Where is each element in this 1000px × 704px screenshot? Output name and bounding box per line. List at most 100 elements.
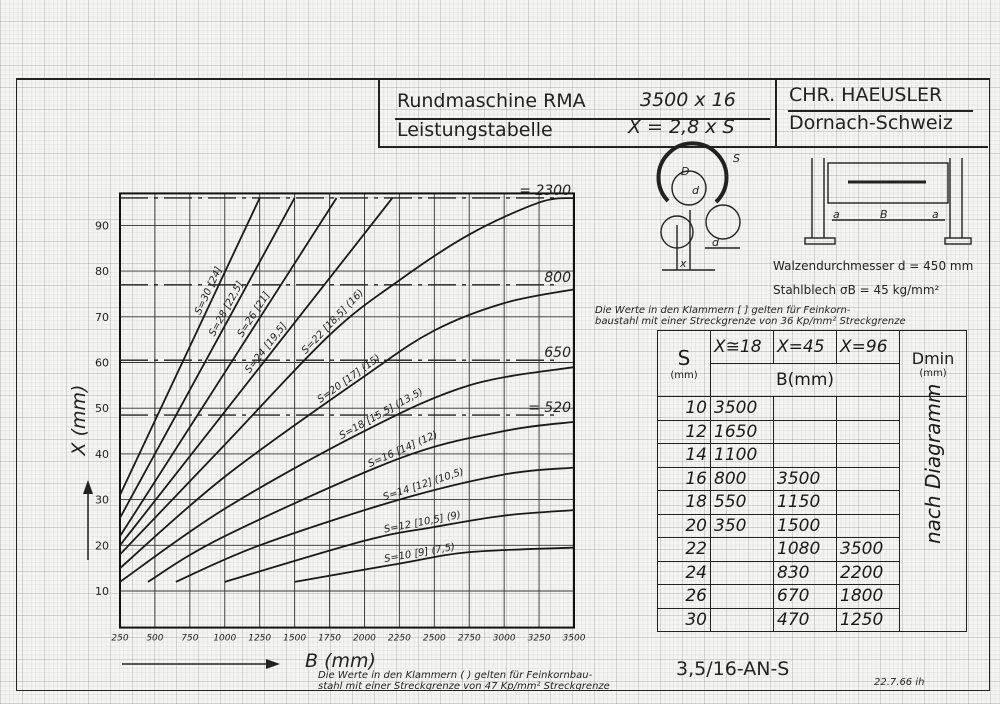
reference-line-label: = 520 (528, 400, 571, 416)
reference-line-label: 650 (544, 345, 571, 361)
cell-x96 (836, 466, 900, 491)
note-round-brackets: Die Werte in den Klammern ( ) gelten für… (318, 670, 610, 692)
sheet-frame (16, 78, 990, 691)
header-s-unit: (mm) (670, 370, 698, 381)
header-s-label: S (677, 346, 691, 370)
series-line (119, 197, 261, 496)
cell-x45 (773, 443, 837, 468)
series-label: S=16 [14] (12) (367, 429, 440, 469)
machine-model: 3500 x 16 (640, 89, 736, 111)
steel-strength: Stahlblech σB = 45 kg/mm² (773, 283, 940, 297)
x-tick-label: 1000 (213, 634, 236, 644)
series-label: S=18 [15,5] (13,5) (338, 387, 425, 442)
table-row: 22 1080 3500 (657, 537, 967, 562)
cell-x45 (773, 396, 837, 421)
chart-frame (119, 192, 575, 629)
x-tick-label: 1250 (248, 634, 271, 644)
table-subtitle: Leistungstabelle (397, 119, 553, 141)
header-x18: X≅18 (710, 330, 774, 364)
cell-s: 12 (657, 419, 711, 444)
note-line: stahl mit einer Streckgrenze von 47 Kp/m… (318, 681, 610, 692)
reference-line-label: 800 (544, 270, 571, 286)
table-row: 18 550 1150 (657, 490, 967, 515)
x-tick-label: 1500 (283, 634, 306, 644)
cell-x96 (836, 396, 900, 421)
header-s: S (mm) (657, 330, 711, 397)
cell-x96 (836, 419, 900, 444)
header-underline (788, 110, 973, 112)
note-square-brackets: Die Werte in den Klammern [ ] gelten für… (595, 305, 906, 327)
table-row: 10 3500 nach Diagramm (657, 384, 967, 632)
reference-line-label: = 2300 (519, 183, 571, 199)
header-divider (775, 78, 777, 146)
x-tick-label: 2250 (388, 634, 411, 644)
label-a-right: a (932, 208, 939, 221)
cell-x96: 1250 (836, 607, 900, 632)
cell-x45: 3500 (773, 466, 837, 491)
document-code: 3,5/16-AN-S (676, 658, 790, 680)
note-line: baustahl mit einer Streckgrenze von 36 K… (595, 316, 906, 327)
x-tick-label: 2750 (458, 634, 481, 644)
label-a-left: a (833, 208, 840, 221)
label-D: D (681, 165, 689, 178)
top-roll (671, 170, 707, 206)
header-b: B(mm) (710, 363, 900, 397)
x-tick-label: 1750 (318, 634, 341, 644)
cell-x45: 1150 (773, 490, 837, 515)
cell-x18: 550 (710, 490, 774, 515)
x-tick-label: 500 (146, 634, 163, 644)
y-tick-label: 60 (95, 357, 109, 370)
x-tick-label: 3500 (563, 634, 586, 644)
x-tick-label: 3000 (493, 634, 516, 644)
cell-x96 (836, 443, 900, 468)
note-line: Die Werte in den Klammern ( ) gelten für… (318, 670, 593, 681)
x-tick-label: 750 (181, 634, 198, 644)
series-line (119, 288, 575, 569)
label-d-roll: d (712, 236, 720, 249)
performance-table: S (mm) X≅18 X=45 X=96 Dmin (mm) B(mm) 10… (657, 330, 967, 632)
series-line (119, 366, 575, 583)
x-axis-arrowhead (266, 659, 280, 669)
y-tick-label: 90 (95, 219, 109, 232)
cell-x18: 1100 (710, 443, 774, 468)
document-date: 22.7.66 ih (874, 677, 925, 688)
cell-x45: 670 (773, 584, 837, 609)
machine-name: Rundmaschine RMA (397, 90, 586, 112)
right-roll (705, 204, 741, 240)
header-divider (378, 146, 988, 148)
series-label: S=22 [18,5] (16) (300, 288, 366, 357)
cell-x45: 1500 (773, 513, 837, 538)
series-label: S=12 [10,5] (9) (383, 510, 462, 536)
cell-s: 14 (657, 443, 711, 468)
y-tick-label: 20 (95, 539, 109, 552)
cell-s: 18 (657, 490, 711, 515)
series-line (175, 466, 575, 583)
table-row: 20 350 1500 (657, 513, 967, 538)
cell-x18 (710, 584, 774, 609)
series-line (119, 197, 575, 556)
roll-diameter: Walzendurchmesser d = 450 mm (773, 259, 974, 273)
series-line (119, 197, 296, 519)
cell-s: 30 (657, 607, 711, 632)
dmin-note: nach Diagramm (899, 384, 967, 632)
cell-s: 10 (657, 396, 711, 421)
x-axis-label: B (mm) (305, 650, 376, 672)
company-name: CHR. HAEUSLER (789, 84, 943, 106)
cell-x18: 800 (710, 466, 774, 491)
y-tick-label: 10 (95, 585, 109, 598)
y-tick-label: 30 (95, 494, 109, 507)
cell-x18 (710, 537, 774, 562)
x-tick-label: 2000 (353, 634, 376, 644)
header-divider (378, 78, 380, 146)
table-row: 14 1100 (657, 443, 967, 468)
label-x: x (679, 257, 687, 270)
cell-x45: 830 (773, 560, 837, 585)
cell-x18: 1650 (710, 419, 774, 444)
table-row: 12 1650 (657, 419, 967, 444)
series-line (119, 197, 394, 546)
label-B: B (880, 208, 888, 221)
cell-x45: 470 (773, 607, 837, 632)
table-row: 30 470 1250 (657, 607, 967, 632)
y-tick-label: 80 (95, 265, 109, 278)
